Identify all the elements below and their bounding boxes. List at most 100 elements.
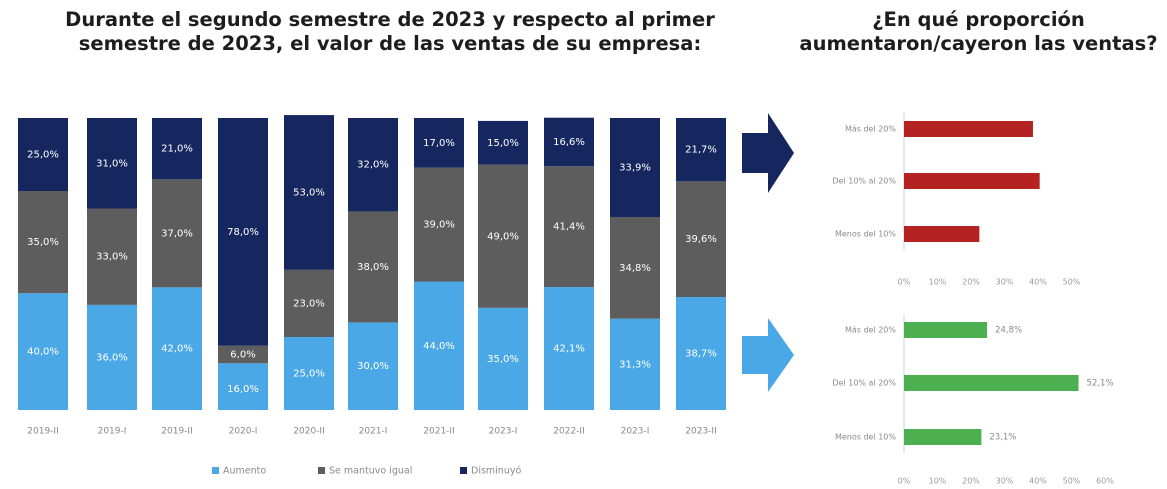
stacked-bar-segment — [87, 208, 137, 305]
segment-value-label: 33,9% — [619, 162, 651, 173]
segment-value-label: 41,4% — [553, 222, 585, 233]
segment-value-label: 21,7% — [685, 145, 717, 156]
segment-value-label: 16,6% — [553, 137, 585, 148]
segment-value-label: 33,0% — [96, 252, 128, 263]
segment-value-label: 31,0% — [96, 158, 128, 169]
bar-value-label: 52,1% — [1087, 379, 1114, 389]
x-tick-label: 2020-I — [229, 427, 258, 437]
segment-value-label: 17,0% — [423, 138, 455, 149]
y-tick-label: Menos del 10% — [835, 433, 896, 442]
bar-value-label: 24,8% — [995, 326, 1022, 336]
stacked-bar-segment — [610, 118, 660, 217]
y-tick-label: Del 10% al 20% — [832, 177, 896, 186]
stacked-bar-segment — [676, 296, 726, 410]
segment-value-label: 34,8% — [619, 263, 651, 274]
segment-value-label: 6,0% — [230, 350, 255, 361]
arrow-right-dark-icon — [742, 113, 794, 193]
x-tick-label: 2019-I — [98, 427, 127, 437]
segment-value-label: 78,0% — [227, 227, 259, 238]
stacked-bar-segment — [676, 181, 726, 297]
legend-swatch — [318, 467, 325, 474]
x-tick-label: 20% — [962, 477, 980, 486]
stacked-bar-segment — [544, 117, 594, 167]
segment-value-label: 40,0% — [27, 347, 59, 358]
x-tick-label: 2019-II — [161, 427, 192, 437]
stacked-bar-segment — [676, 118, 726, 182]
segment-value-label: 31,3% — [619, 359, 651, 370]
x-tick-label: 2022-II — [553, 427, 584, 437]
stacked-bar-segment — [544, 287, 594, 410]
stacked-bar-segment — [18, 191, 68, 294]
x-tick-label: 30% — [996, 278, 1014, 287]
x-tick-label: 50% — [1063, 278, 1081, 287]
right-chart-title: ¿En qué proporción aumentaron/cayeron la… — [790, 8, 1167, 56]
segment-value-label: 35,0% — [487, 354, 519, 365]
arrow-right-light-icon — [742, 318, 794, 392]
segment-value-label: 21,0% — [161, 144, 193, 155]
segment-value-label: 25,0% — [293, 369, 325, 380]
x-tick-label: 2019-II — [27, 427, 58, 437]
x-tick-label: 2023-I — [621, 427, 650, 437]
x-tick-label: 20% — [962, 278, 980, 287]
x-tick-label: 40% — [1029, 278, 1047, 287]
x-tick-label: 0% — [898, 278, 911, 287]
y-tick-label: Del 10% al 20% — [832, 379, 896, 388]
segment-value-label: 39,0% — [423, 220, 455, 231]
y-tick-label: Más del 20% — [845, 326, 896, 335]
stacked-bar-segment — [152, 179, 202, 288]
segment-value-label: 25,0% — [27, 150, 59, 161]
stacked-bar-segment — [610, 216, 660, 319]
x-tick-label: 40% — [1029, 477, 1047, 486]
y-tick-label: Menos del 10% — [835, 230, 896, 239]
x-tick-label: 2021-I — [359, 427, 388, 437]
stacked-bar-segment — [414, 281, 464, 410]
left-chart-title: Durante el segundo semestre de 2023 y re… — [20, 8, 760, 56]
legend-label: Se mantuvo igual — [329, 466, 412, 477]
stacked-bar-segment — [478, 307, 528, 410]
hbar — [904, 226, 980, 242]
stacked-bar-segment — [414, 167, 464, 282]
stacked-bar-segment — [87, 118, 137, 209]
segment-value-label: 15,0% — [487, 138, 519, 149]
x-tick-label: 60% — [1096, 477, 1114, 486]
x-tick-label: 10% — [929, 477, 947, 486]
x-tick-label: 0% — [898, 477, 911, 486]
legend-label: Aumento — [223, 466, 266, 477]
x-tick-label: 10% — [929, 278, 947, 287]
legend-label: Disminuyó — [471, 466, 521, 477]
x-tick-label: 2023-I — [489, 427, 518, 437]
stacked-bar-segment — [478, 164, 528, 308]
segment-value-label: 32,0% — [357, 160, 389, 171]
stacked-bar-segment — [152, 118, 202, 180]
segment-value-label: 42,0% — [161, 344, 193, 355]
x-tick-label: 2023-II — [685, 427, 716, 437]
stacked-bar-segment — [18, 118, 68, 191]
stacked-bar-segment — [348, 322, 398, 410]
right-title-line1: ¿En qué proporción — [872, 8, 1085, 31]
x-tick-label: 30% — [996, 477, 1014, 486]
stacked-bar-segment — [478, 120, 528, 165]
stacked-bar-segment — [348, 211, 398, 323]
segment-value-label: 30,0% — [357, 361, 389, 372]
x-tick-label: 2020-II — [293, 427, 324, 437]
stacked-bar-segment — [218, 363, 268, 410]
legend-swatch — [212, 467, 219, 474]
bar-value-label: 23,1% — [989, 433, 1016, 443]
segment-value-label: 23,0% — [293, 298, 325, 309]
hbar — [904, 121, 1033, 137]
stacked-bar-segment — [414, 118, 464, 168]
x-tick-label: 50% — [1063, 477, 1081, 486]
y-tick-label: Más del 20% — [845, 125, 896, 134]
segment-value-label: 37,0% — [161, 228, 193, 239]
segment-value-label: 53,0% — [293, 187, 325, 198]
segment-value-label: 44,0% — [423, 341, 455, 352]
stacked-bar-segment — [610, 318, 660, 410]
hbar — [904, 322, 988, 338]
stacked-bar-segment — [218, 345, 268, 364]
left-title-line1: Durante el segundo semestre de 2023 y re… — [65, 8, 715, 31]
stacked-bar-segment — [284, 269, 334, 337]
stacked-bar-segment — [348, 118, 398, 212]
segment-value-label: 49,0% — [487, 231, 519, 242]
stacked-bar-segment — [87, 304, 137, 410]
